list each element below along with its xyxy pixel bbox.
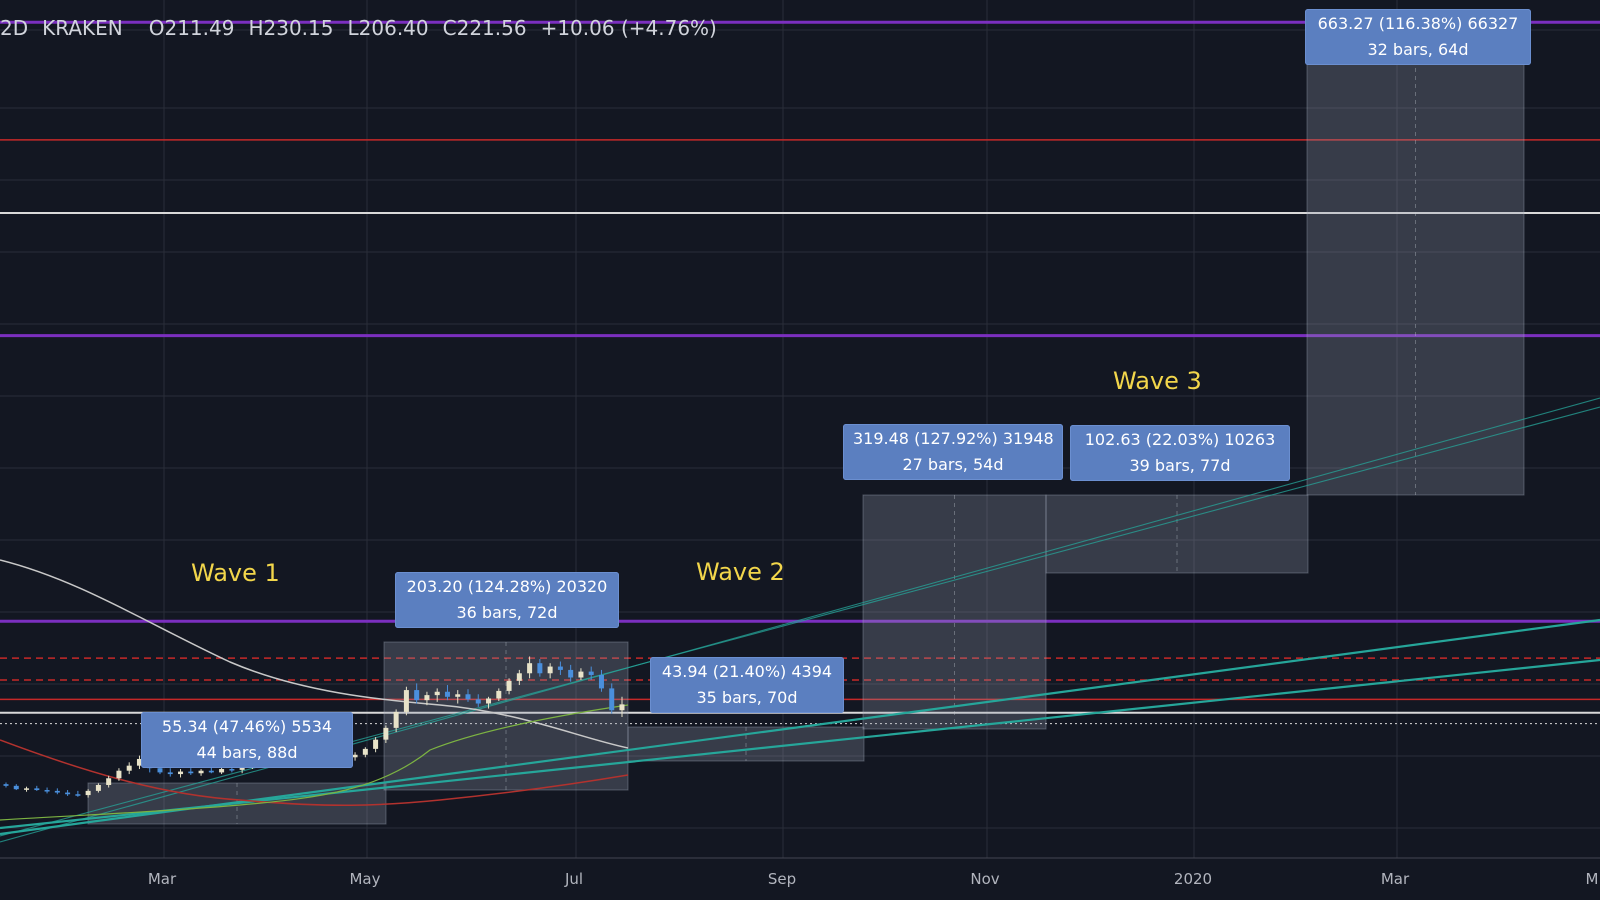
candle-body — [444, 691, 450, 697]
open-value: O211.49 — [148, 16, 235, 40]
candle-body — [44, 790, 50, 792]
candle-body — [516, 673, 522, 681]
candle-body — [403, 690, 409, 712]
measure-label[interactable]: 663.27 (116.38%) 66327 32 bars, 64d — [1305, 9, 1531, 65]
measure-range-zone — [862, 494, 1047, 730]
measure-label-line2: 32 bars, 64d — [1367, 40, 1469, 59]
measure-label[interactable]: 43.94 (21.40%) 4394 35 bars, 70d — [650, 657, 844, 713]
candle-body — [54, 790, 60, 793]
candle-body — [547, 666, 553, 674]
moving-averages — [0, 559, 629, 821]
candle-body — [116, 770, 122, 779]
measure-label-line2: 44 bars, 88d — [196, 743, 298, 762]
candle-body — [393, 711, 399, 728]
candle-body — [455, 694, 461, 697]
candle-body — [362, 748, 368, 755]
candle-body — [383, 727, 389, 740]
measure-label-line1: 55.34 (47.46%) 5534 — [161, 717, 333, 736]
candle-body — [619, 704, 625, 711]
candle-body — [424, 695, 430, 701]
candle-body — [475, 699, 481, 704]
candle-body — [219, 769, 225, 773]
candle-body — [229, 769, 235, 771]
x-tick-label: 2020 — [1173, 870, 1213, 888]
candle-body — [588, 671, 594, 675]
candle-body — [106, 778, 112, 785]
candle-body — [136, 758, 142, 766]
candle-body — [609, 688, 615, 711]
candle-body — [75, 794, 81, 796]
measure-label-line2: 36 bars, 72d — [456, 603, 558, 622]
moving-average-red — [0, 739, 629, 807]
candle-body — [598, 674, 604, 689]
candle-body — [65, 792, 71, 795]
measure-label-line2: 27 bars, 54d — [902, 455, 1004, 474]
measure-label-line1: 43.94 (21.40%) 4394 — [661, 662, 833, 681]
measure-label-line1: 663.27 (116.38%) 66327 — [1317, 14, 1519, 33]
x-tick-label: Mar — [147, 870, 177, 888]
measure-label[interactable]: 319.48 (127.92%) 31948 27 bars, 54d — [843, 424, 1063, 480]
measure-label[interactable]: 55.34 (47.46%) 5534 44 bars, 88d — [141, 712, 353, 768]
wave-label: Wave 2 — [696, 558, 785, 586]
candle-body — [557, 666, 563, 670]
candle-body — [85, 790, 91, 796]
symbol-label: 2D — [0, 16, 29, 40]
low-value: L206.40 — [347, 16, 429, 40]
x-tick-label: Nov — [970, 870, 1000, 888]
exchange-label: KRAKEN — [42, 16, 123, 40]
measure-label-line1: 319.48 (127.92%) 31948 — [853, 429, 1054, 448]
measure-range-zone — [1306, 59, 1525, 496]
candle-body — [414, 690, 420, 701]
moving-average-green — [0, 704, 629, 821]
x-tick-label: Mar — [1380, 870, 1410, 888]
candle-body — [486, 698, 492, 704]
x-tick-label: Sep — [767, 870, 797, 888]
measure-label-line2: 39 bars, 77d — [1129, 456, 1231, 475]
candle-body — [188, 771, 194, 774]
ohlc-legend: 2D KRAKEN O211.49 H230.15 L206.40 C221.5… — [0, 14, 717, 42]
candle-body — [24, 788, 30, 790]
measure-label-line2: 35 bars, 70d — [696, 688, 798, 707]
candle-body — [167, 772, 173, 775]
candle-body — [95, 785, 101, 791]
candle-body — [3, 784, 9, 786]
candle-body — [537, 663, 543, 674]
moving-average-white — [0, 559, 629, 749]
candle-body — [178, 771, 184, 775]
measure-ranges[interactable] — [87, 59, 1525, 825]
candle-body — [13, 785, 19, 790]
measure-label-line1: 102.63 (22.03%) 10263 — [1084, 430, 1276, 449]
candle-body — [465, 694, 471, 700]
candle-body — [373, 739, 379, 749]
measure-label[interactable]: 102.63 (22.03%) 10263 39 bars, 77d — [1070, 425, 1290, 481]
candle-body — [496, 690, 502, 699]
x-tick-label: May — [349, 870, 381, 888]
candle-body — [434, 691, 440, 696]
candle-body — [506, 680, 512, 691]
candle-body — [568, 669, 574, 678]
trendline — [0, 397, 1600, 843]
candle-body — [578, 671, 584, 678]
candle-body — [239, 767, 245, 770]
change-value: +10.06 (+4.76%) — [540, 16, 717, 40]
high-value: H230.15 — [248, 16, 334, 40]
measure-label[interactable]: 203.20 (124.28%) 20320 36 bars, 72d — [395, 572, 619, 628]
wave-label: Wave 3 — [1113, 367, 1202, 395]
trendline — [0, 618, 1600, 836]
measure-range-zone — [1045, 494, 1309, 574]
candle-body — [157, 768, 163, 773]
candle-body — [198, 770, 204, 774]
candle-body — [126, 765, 132, 771]
candle-body — [527, 663, 533, 674]
measure-label-line1: 203.20 (124.28%) 20320 — [406, 577, 608, 596]
candle-body — [208, 770, 214, 773]
candle-body — [34, 788, 40, 791]
candle-body — [352, 754, 358, 758]
x-tick-label: Jul — [564, 870, 584, 888]
trendline — [0, 658, 1600, 830]
close-value: C221.56 — [442, 16, 527, 40]
x-tick-label: M — [1585, 870, 1599, 888]
wave-label: Wave 1 — [191, 559, 280, 587]
